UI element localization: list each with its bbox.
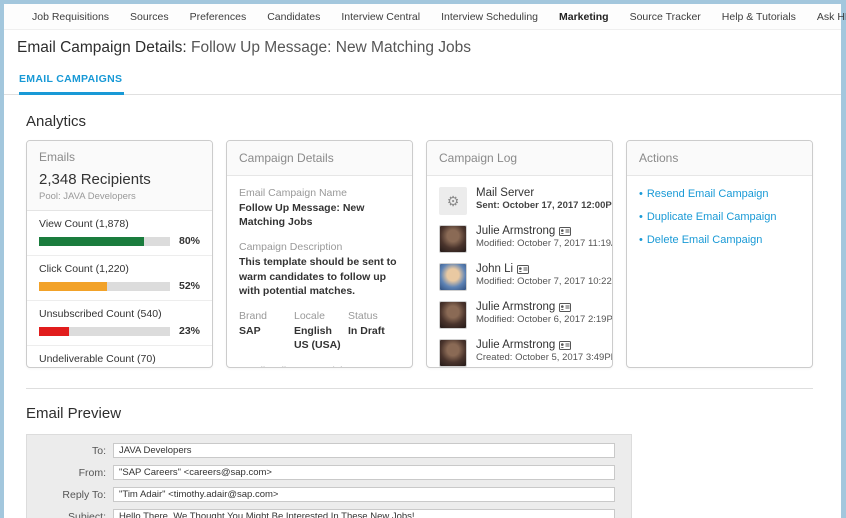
nav-item-sources[interactable]: Sources xyxy=(130,10,169,23)
campaign-name-value: Follow Up Message: New Matching Jobs xyxy=(239,202,365,229)
bullet-icon: • xyxy=(639,188,643,200)
status-label: Status xyxy=(348,309,378,322)
bullet-icon: • xyxy=(639,234,643,246)
emails-card-title: Emails xyxy=(39,150,76,164)
resend-email-campaign-link[interactable]: • Resend Email Campaign xyxy=(639,188,769,200)
reply-to-label: Reply To: xyxy=(62,488,106,501)
actions-card: Actions • Resend Email Campaign • Duplicat… xyxy=(626,140,813,368)
locale-label: Locale xyxy=(294,309,325,322)
reply-to-field[interactable] xyxy=(113,487,615,502)
log-entry-detail: Modified: October 7, 2017 10:22AM EST xyxy=(476,276,612,287)
log-entry-name: Julie Armstrong xyxy=(476,339,600,351)
status-badge: In Draft xyxy=(348,324,385,337)
metric-percent: 52% xyxy=(178,280,200,292)
metric-unsubscribed-count: Unsubscribed Count (540) 23% xyxy=(27,301,212,346)
tab-email-campaigns[interactable]: EMAIL CAMPAIGNS xyxy=(19,73,125,95)
log-entry-detail: Modified: October 6, 2017 2:19PM EST xyxy=(476,314,613,325)
avatar xyxy=(439,225,467,253)
metric-bar-track xyxy=(39,326,170,336)
delivery-datetime-label: Email Delivery Date/Time xyxy=(239,365,400,367)
subject-field[interactable] xyxy=(113,509,615,518)
app-window: Job Requisitions Sources Preferences Can… xyxy=(4,4,846,518)
log-entry-detail: Modified: October 7, 2017 11:19AM EST xyxy=(476,238,612,249)
campaign-description-value: This template should be sent to warm can… xyxy=(239,256,397,297)
log-entry-name: John Li xyxy=(476,263,600,275)
campaign-details-card: Campaign Details Email Campaign Name Fol… xyxy=(226,140,413,368)
contact-card-icon[interactable] xyxy=(517,264,530,274)
campaign-description-label: Campaign Description xyxy=(239,241,343,254)
page-title-prefix: Email Campaign Details: xyxy=(17,39,187,56)
log-entry-name: Mail Server xyxy=(476,187,535,199)
metric-click-count: Click Count (1,220) 52% xyxy=(27,256,212,301)
section-divider xyxy=(26,388,813,389)
metric-percent: 80% xyxy=(178,235,200,247)
log-entry: Julie Armstrong Modified: October 6, 201… xyxy=(427,296,612,334)
subject-label: Subject: xyxy=(68,510,106,518)
metric-label: Undeliverable Count (70) xyxy=(39,353,156,365)
emails-card: Emails 2,348 Recipients Pool: JAVA Devel… xyxy=(26,140,213,368)
log-entry-name: Julie Armstrong xyxy=(476,225,600,237)
analytics-heading: Analytics xyxy=(26,113,87,130)
to-label: To: xyxy=(91,444,106,457)
tab-bar: EMAIL CAMPAIGNS xyxy=(4,59,841,95)
from-label: From: xyxy=(78,466,106,479)
delete-email-campaign-link[interactable]: • Delete Email Campaign xyxy=(639,234,763,246)
emails-card-header: Emails 2,348 Recipients Pool: JAVA Devel… xyxy=(27,141,212,211)
analytics-cards: Emails 2,348 Recipients Pool: JAVA Devel… xyxy=(26,140,813,368)
metric-label: Unsubscribed Count (540) xyxy=(39,308,162,320)
metric-bar-fill xyxy=(39,281,108,291)
metric-undeliverable-count: Undeliverable Count (70) 3% xyxy=(27,346,212,367)
campaign-log-card: Campaign Log ⚙ Mail Server Sent: October… xyxy=(426,140,613,368)
campaign-log-title: Campaign Log xyxy=(427,141,612,176)
metric-view-count: View Count (1,878) 80% xyxy=(27,211,212,256)
top-navigation: Job Requisitions Sources Preferences Can… xyxy=(4,4,846,30)
avatar xyxy=(439,301,467,329)
email-preview-panel: To: From: Reply To: Subject: xyxy=(26,434,632,518)
brand-label: Brand xyxy=(239,309,268,322)
contact-card-icon[interactable] xyxy=(559,302,572,312)
metric-bar-fill xyxy=(39,236,144,246)
mail-server-icon: ⚙ xyxy=(439,187,467,215)
nav-item-source-tracker[interactable]: Source Tracker xyxy=(629,10,701,23)
nav-item-candidates[interactable]: Candidates xyxy=(267,10,321,23)
from-field[interactable] xyxy=(113,465,615,480)
bullet-icon: • xyxy=(639,211,643,223)
actions-title: Actions xyxy=(627,141,812,176)
metric-bar-track xyxy=(39,281,170,291)
brand-value: SAP xyxy=(239,324,261,337)
recipients-pool: Pool: JAVA Developers xyxy=(39,191,136,202)
nav-item-ask-hr[interactable]: Ask HR xyxy=(816,10,846,23)
log-entry: Julie Armstrong Created: October 5, 2017… xyxy=(427,334,612,367)
metric-percent: 23% xyxy=(178,325,200,337)
nav-item-preferences[interactable]: Preferences xyxy=(189,10,247,23)
recipients-count: 2,348 Recipients xyxy=(39,171,151,188)
locale-value: English US (USA) xyxy=(294,324,341,352)
nav-item-interview-central[interactable]: Interview Central xyxy=(341,10,421,23)
campaign-name-label: Email Campaign Name xyxy=(239,187,347,199)
log-entry-name: Julie Armstrong xyxy=(476,301,600,313)
metric-bar-fill xyxy=(39,326,70,336)
duplicate-email-campaign-link[interactable]: • Duplicate Email Campaign xyxy=(639,211,777,223)
email-preview-heading: Email Preview xyxy=(26,405,122,422)
log-entry: John Li Modified: October 7, 2017 10:22A… xyxy=(427,258,612,296)
log-entry-mail-server: ⚙ Mail Server Sent: October 17, 2017 12:… xyxy=(427,182,612,220)
metric-label: Click Count (1,220) xyxy=(39,263,129,275)
avatar xyxy=(439,339,467,367)
nav-item-job-requisitions[interactable]: Job Requisitions xyxy=(32,10,110,23)
contact-card-icon[interactable] xyxy=(559,226,572,236)
contact-card-icon[interactable] xyxy=(559,340,572,350)
log-entry-detail: Created: October 5, 2017 3:49PM EST xyxy=(476,352,612,363)
log-entry-detail: Sent: October 17, 2017 12:00PM EST xyxy=(476,200,612,211)
to-field[interactable] xyxy=(113,443,615,458)
nav-item-interview-scheduling[interactable]: Interview Scheduling xyxy=(441,10,538,23)
campaign-details-title: Campaign Details xyxy=(227,141,412,176)
metric-label: View Count (1,878) xyxy=(39,218,129,230)
log-entry: Julie Armstrong Modified: October 7, 201… xyxy=(427,220,612,258)
nav-item-help-tutorials[interactable]: Help & Tutorials xyxy=(721,10,796,23)
page-title-rest: Follow Up Message: New Matching Jobs xyxy=(186,39,472,56)
metric-bar-track xyxy=(39,236,170,246)
avatar xyxy=(439,263,467,291)
page-title: Email Campaign Details: Follow Up Messag… xyxy=(4,30,841,59)
nav-item-marketing[interactable]: Marketing xyxy=(559,10,609,23)
